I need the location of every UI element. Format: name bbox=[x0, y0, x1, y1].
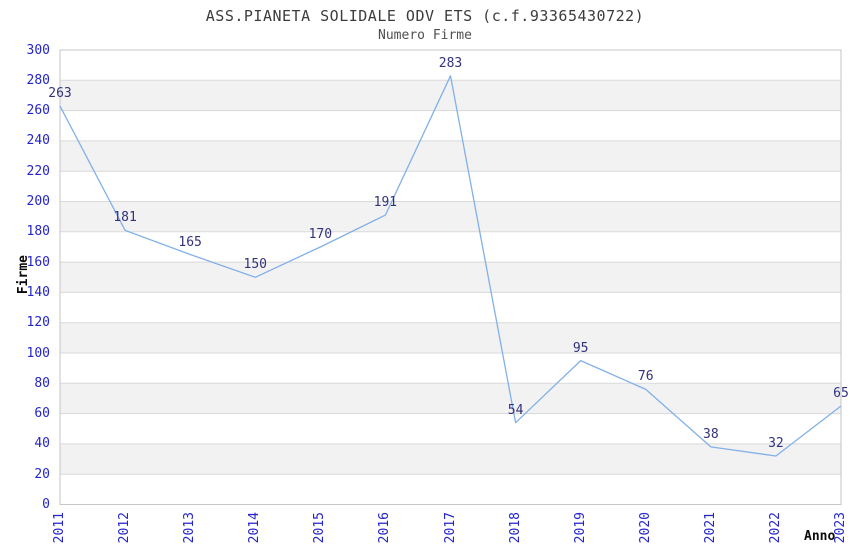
y-tick-label: 40 bbox=[34, 436, 50, 452]
plot-band bbox=[60, 262, 841, 293]
y-tick-label: 60 bbox=[34, 406, 50, 422]
plot-border bbox=[59, 49, 842, 505]
data-point-label: 38 bbox=[703, 426, 719, 442]
y-tick-label: 240 bbox=[26, 133, 50, 149]
x-tick-label: 2020 bbox=[637, 512, 653, 544]
x-tick-label: 2019 bbox=[572, 512, 588, 544]
x-tick-label: 2016 bbox=[377, 512, 393, 544]
data-point-label: 95 bbox=[572, 340, 589, 356]
x-axis-title: Anno bbox=[804, 529, 836, 544]
x-tick-label: 2011 bbox=[52, 512, 67, 544]
data-point-label: 263 bbox=[48, 86, 72, 102]
y-tick-label: 80 bbox=[34, 375, 50, 391]
data-point-label: 65 bbox=[833, 386, 849, 402]
plot-band bbox=[60, 201, 841, 232]
data-point-label: 54 bbox=[507, 402, 524, 418]
y-tick-label: 100 bbox=[26, 345, 50, 361]
x-tick-label: 2022 bbox=[767, 512, 783, 544]
x-tick-label: 2017 bbox=[442, 512, 458, 544]
plot-band bbox=[60, 140, 841, 172]
data-line bbox=[59, 75, 842, 457]
y-tick-label: 300 bbox=[26, 42, 50, 58]
x-tick-label: 2021 bbox=[702, 512, 718, 544]
y-tick-label: 220 bbox=[26, 163, 50, 179]
x-tick-label: 2014 bbox=[247, 512, 263, 544]
y-tick-label: 140 bbox=[26, 284, 50, 300]
x-tick-label: 2012 bbox=[117, 512, 133, 544]
x-tick-label: 2013 bbox=[182, 512, 198, 544]
data-point-label: 165 bbox=[178, 234, 202, 250]
data-point-label: 283 bbox=[438, 55, 463, 71]
chart-title: ASS.PIANETA SOLIDALE ODV ETS (c.f.933654… bbox=[205, 7, 645, 25]
plot-band bbox=[60, 80, 841, 111]
y-tick-label: 180 bbox=[26, 224, 50, 240]
x-tick-label: 2018 bbox=[507, 512, 523, 544]
plot-band bbox=[60, 383, 841, 414]
y-tick-label: 20 bbox=[34, 466, 50, 482]
data-point-label: 76 bbox=[637, 369, 654, 385]
y-tick-label: 260 bbox=[26, 103, 50, 119]
data-point-label: 150 bbox=[243, 257, 267, 273]
x-tick-label: 2015 bbox=[312, 512, 328, 544]
x-tick-label: 2023 bbox=[833, 512, 848, 544]
plot-band bbox=[60, 322, 841, 353]
y-tick-label: 160 bbox=[26, 254, 50, 270]
data-point-label: 170 bbox=[308, 226, 333, 242]
y-tick-label: 280 bbox=[26, 72, 50, 88]
plot-band bbox=[60, 443, 841, 475]
y-tick-label: 200 bbox=[26, 194, 50, 209]
chart-subtitle: Numero Firme bbox=[378, 28, 472, 43]
y-tick-label: 120 bbox=[26, 315, 50, 331]
y-tick-label: 0 bbox=[42, 497, 50, 512]
data-point-label: 32 bbox=[768, 436, 784, 452]
data-point-label: 191 bbox=[373, 195, 398, 211]
data-point-label: 181 bbox=[113, 210, 137, 226]
